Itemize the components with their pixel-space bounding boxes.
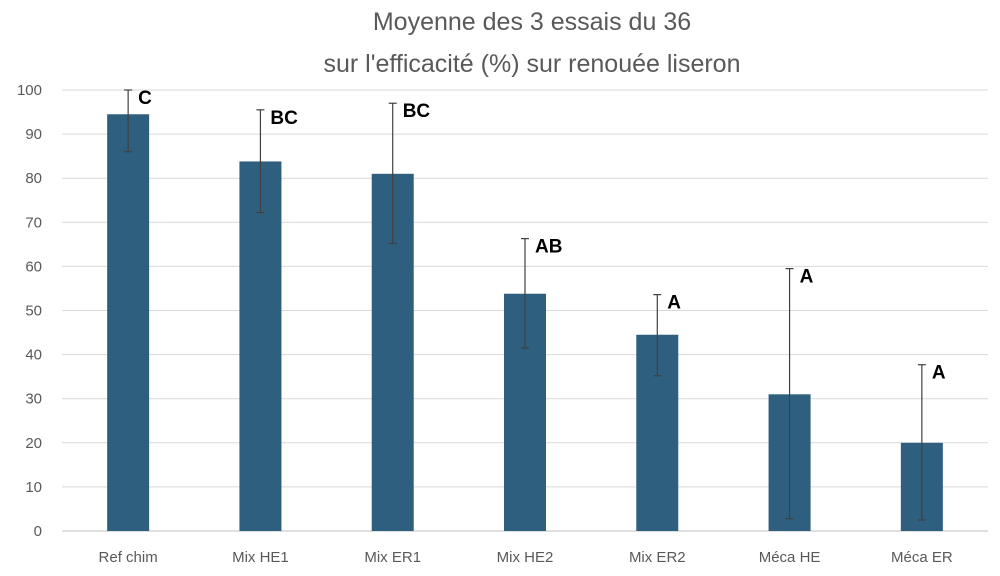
y-tick-label: 20 [25,435,42,452]
y-tick-label: 80 [25,170,42,187]
group-labels: C BC BC AB A A A [138,88,946,384]
x-category-label: Ref chim [99,549,158,566]
y-tick-label: 60 [25,258,42,275]
group-letter-label: A [800,267,814,288]
group-letter-label: A [667,293,681,314]
error-bar [785,268,794,520]
bars [107,114,943,532]
chart-title-line-1: Moyenne des 3 essais du 36 [373,8,691,36]
chart-title-line-2: sur l'efficacité (%) sur renouée liseron [324,50,741,78]
y-tick-label: 70 [25,214,42,231]
error-bars [124,89,926,521]
group-letter-label: BC [270,108,298,129]
y-tick-label: 40 [25,347,42,364]
x-category-label: Méca HE [759,549,821,566]
error-bar [124,89,133,153]
group-letter-label: C [138,88,152,109]
x-category-label: Mix HE2 [497,549,554,566]
x-axis-category-labels: Ref chim Mix HE1 Mix ER1 Mix HE2 Mix ER2 Méca… [99,549,953,566]
group-letter-label: AB [535,237,562,258]
error-bar [521,238,529,349]
x-category-label: Mix HE1 [232,549,289,566]
error-bar [388,102,397,245]
y-tick-label: 10 [25,479,42,496]
error-bar [653,294,662,377]
group-letter-label: BC [403,101,431,122]
y-tick-label: 90 [25,126,42,143]
bar [239,161,282,531]
y-tick-label: 50 [25,303,42,320]
y-tick-label: 100 [17,82,42,99]
y-tick-label: 30 [25,391,42,408]
x-category-label: Méca ER [891,549,953,566]
chart-title: Moyenne des 3 essais du 36 sur l'efficac… [324,8,741,78]
y-tick-label: 0 [34,523,42,540]
y-axis-tick-labels: 0 10 20 30 40 50 60 70 80 90 100 [17,82,42,540]
bar [107,114,150,531]
error-bar [917,364,926,521]
group-letter-label: A [932,363,946,384]
x-category-label: Mix ER1 [364,549,421,566]
error-bar [256,109,265,214]
x-category-label: Mix ER2 [629,549,686,566]
